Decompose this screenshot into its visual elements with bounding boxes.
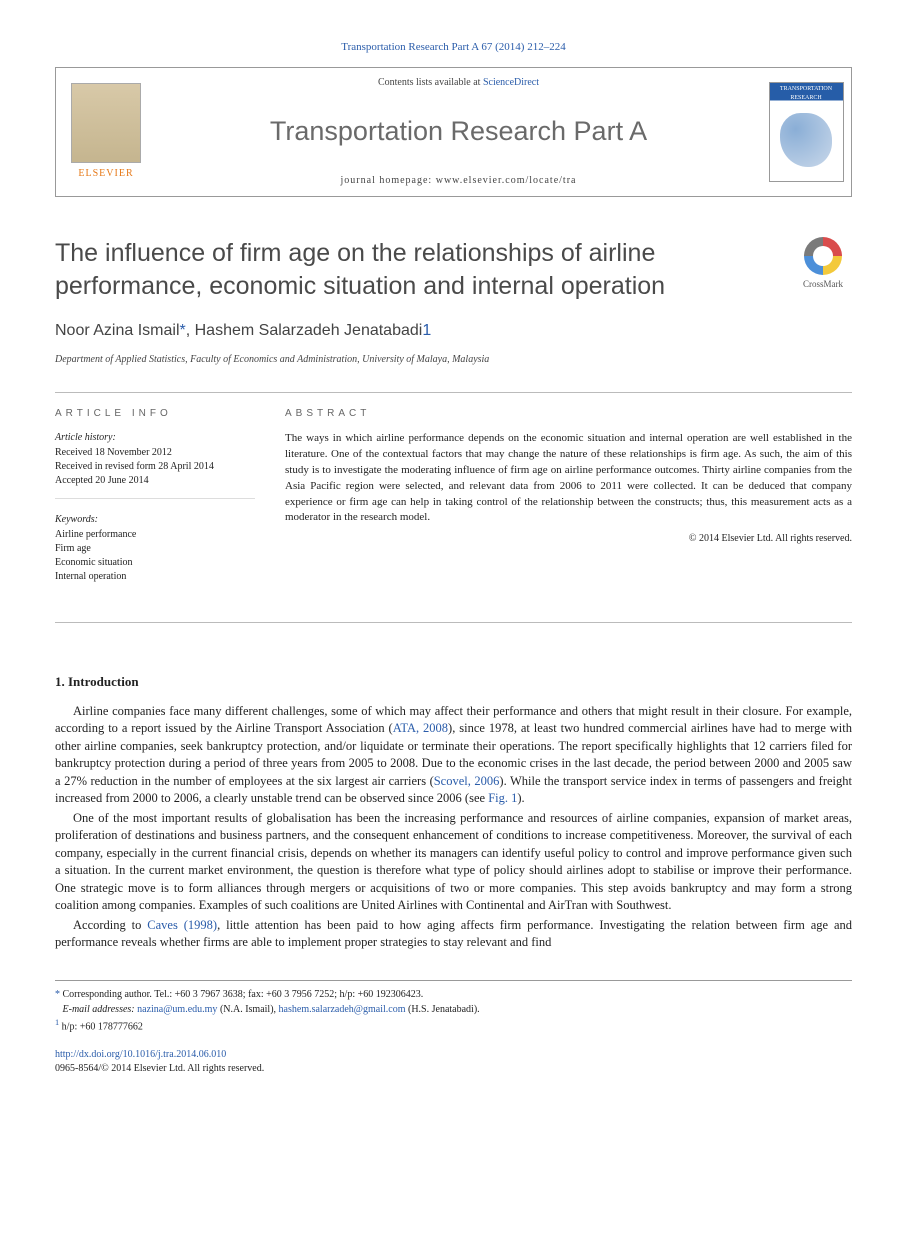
abstract-copyright: © 2014 Elsevier Ltd. All rights reserved…	[285, 532, 852, 546]
email-addresses-line: E-mail addresses: nazina@um.edu.my (N.A.…	[55, 1002, 852, 1017]
author-sep: ,	[186, 322, 195, 339]
authors-line: Noor Azina Ismail*, Hashem Salarzadeh Je…	[55, 320, 852, 342]
affiliation: Department of Applied Statistics, Facult…	[55, 353, 852, 367]
received-date: Received 18 November 2012	[55, 446, 255, 460]
author-1: Noor Azina Ismail	[55, 322, 180, 339]
author-2-footnote-mark[interactable]: 1	[422, 322, 431, 339]
crossmark-badge[interactable]: CrossMark	[794, 237, 852, 291]
abstract-text: The ways in which airline performance de…	[285, 431, 852, 527]
history-label: Article history:	[55, 431, 255, 445]
journal-cover-icon: TRANSPORTATION RESEARCH	[769, 82, 844, 182]
elsevier-tree-icon	[71, 83, 141, 163]
keywords-label: Keywords:	[55, 513, 255, 527]
revised-date: Received in revised form 28 April 2014	[55, 460, 255, 474]
homepage-prefix: journal homepage:	[341, 175, 436, 186]
info-abstract-row: ARTICLE INFO Article history: Received 1…	[55, 392, 852, 623]
intro-paragraph-1: Airline companies face many different ch…	[55, 703, 852, 808]
article-info-column: ARTICLE INFO Article history: Received 1…	[55, 407, 255, 608]
journal-name: Transportation Research Part A	[166, 113, 751, 151]
journal-cover-block: TRANSPORTATION RESEARCH	[761, 68, 851, 196]
footnotes-block: * Corresponding author. Tel.: +60 3 7967…	[55, 980, 852, 1034]
intro-paragraph-2: One of the most important results of glo…	[55, 810, 852, 915]
header-center: Contents lists available at ScienceDirec…	[156, 68, 761, 196]
email-1-suffix: (N.A. Ismail),	[217, 1004, 278, 1015]
keywords-block: Keywords: Airline performance Firm age E…	[55, 513, 255, 594]
footnote-1: 1 h/p: +60 178777662	[55, 1017, 852, 1034]
accepted-date: Accepted 20 June 2014	[55, 474, 255, 488]
contents-prefix: Contents lists available at	[378, 77, 483, 88]
journal-reference: Transportation Research Part A 67 (2014)…	[55, 40, 852, 55]
corr-text: Corresponding author. Tel.: +60 3 7967 3…	[60, 989, 423, 1000]
article-info-heading: ARTICLE INFO	[55, 407, 255, 421]
cover-label: TRANSPORTATION RESEARCH	[772, 85, 841, 102]
email-2-suffix: (H.S. Jenatabadi).	[406, 1004, 480, 1015]
abstract-column: ABSTRACT The ways in which airline perfo…	[285, 407, 852, 608]
p3-a: According to	[73, 918, 147, 932]
article-history-block: Article history: Received 18 November 20…	[55, 431, 255, 499]
contents-list-line: Contents lists available at ScienceDirec…	[166, 76, 751, 90]
keyword-2: Firm age	[55, 542, 255, 556]
issn-copyright: 0965-8564/© 2014 Elsevier Ltd. All right…	[55, 1062, 852, 1076]
author-2: Hashem Salarzadeh Jenatabadi	[195, 322, 423, 339]
email-1-link[interactable]: nazina@um.edu.my	[137, 1004, 217, 1015]
citation-scovel-2006[interactable]: Scovel, 2006	[434, 774, 500, 788]
footer-block: http://dx.doi.org/10.1016/j.tra.2014.06.…	[55, 1048, 852, 1076]
publisher-name: ELSEVIER	[78, 167, 133, 181]
doi-link[interactable]: http://dx.doi.org/10.1016/j.tra.2014.06.…	[55, 1049, 226, 1060]
homepage-line: journal homepage: www.elsevier.com/locat…	[166, 174, 751, 188]
email-2-link[interactable]: hashem.salarzadeh@gmail.com	[279, 1004, 406, 1015]
keyword-4: Internal operation	[55, 570, 255, 584]
crossmark-icon	[804, 237, 842, 275]
abstract-heading: ABSTRACT	[285, 407, 852, 421]
article-title: The influence of firm age on the relatio…	[55, 237, 794, 302]
section-1-heading: 1. Introduction	[55, 673, 852, 691]
fn1-text: h/p: +60 178777662	[59, 1021, 143, 1032]
keyword-1: Airline performance	[55, 528, 255, 542]
fig-1-link[interactable]: Fig. 1	[488, 791, 517, 805]
publisher-logo-block: ELSEVIER	[56, 68, 156, 196]
crossmark-label: CrossMark	[794, 278, 852, 291]
citation-ata-2008[interactable]: ATA, 2008	[393, 721, 448, 735]
intro-paragraph-3: According to Caves (1998), little attent…	[55, 917, 852, 952]
homepage-url: www.elsevier.com/locate/tra	[436, 175, 577, 186]
corresponding-author-note: * Corresponding author. Tel.: +60 3 7967…	[55, 987, 852, 1002]
sciencedirect-link[interactable]: ScienceDirect	[483, 77, 539, 88]
p1-d: ).	[517, 791, 524, 805]
keyword-3: Economic situation	[55, 556, 255, 570]
email-label: E-mail addresses:	[63, 1004, 138, 1015]
citation-caves-1998[interactable]: Caves (1998)	[147, 918, 217, 932]
journal-header: ELSEVIER Contents lists available at Sci…	[55, 67, 852, 197]
